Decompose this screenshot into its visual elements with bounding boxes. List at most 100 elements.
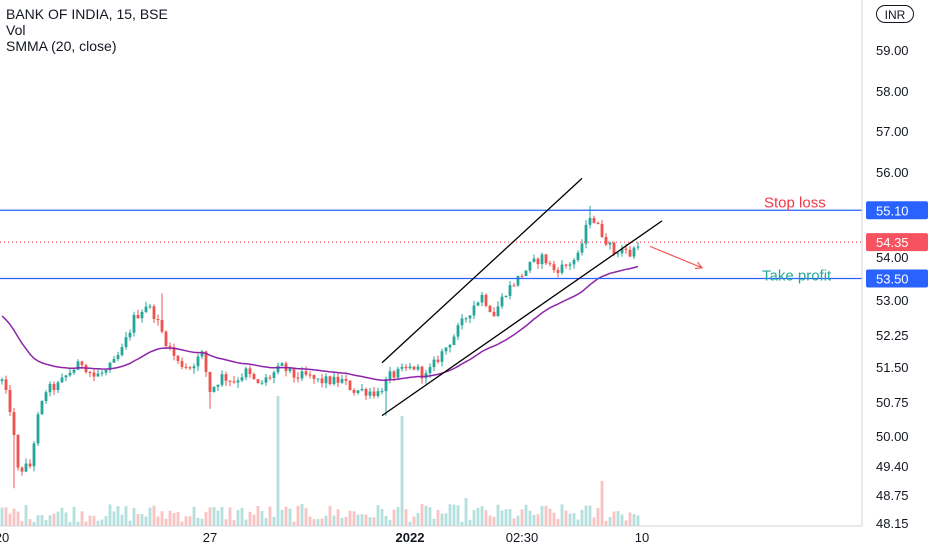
volume-bar	[456, 505, 460, 526]
volume-bar	[620, 514, 624, 526]
target-price-tag	[866, 269, 928, 288]
candle-body	[264, 377, 268, 383]
candle-body	[312, 374, 316, 379]
projection-arrow-head	[694, 261, 704, 270]
candle-body	[496, 306, 500, 317]
volume-bar	[500, 510, 504, 526]
candle-body	[484, 294, 488, 306]
candle-body	[212, 386, 216, 392]
candle-body	[524, 270, 528, 276]
smma-line	[1, 265, 639, 382]
smma-curve	[1, 265, 639, 382]
volume-bar	[612, 511, 616, 526]
volume-bar	[16, 511, 20, 526]
smma-indicator-label[interactable]: SMMA (20, close)	[6, 38, 117, 54]
target-price-tag-label: 53.50	[876, 272, 909, 287]
candle-body	[228, 380, 232, 382]
candle-body	[296, 377, 300, 379]
volume-bar	[484, 510, 488, 526]
volume-bar	[436, 509, 440, 526]
volume-bar	[4, 507, 8, 526]
volume-bar	[40, 515, 44, 526]
price-axis[interactable]: 59.00 58.00 57.00 56.00 54.00 53.00 52.25 51.50…	[861, 0, 909, 531]
volume-bar	[220, 506, 224, 526]
candle-body	[508, 285, 512, 297]
price-tick-label: 58.00	[876, 84, 909, 99]
candle-body	[288, 368, 292, 372]
candle-body	[24, 463, 28, 472]
volume-bar	[564, 510, 568, 526]
candle-body	[384, 378, 388, 392]
volume-bar	[600, 481, 604, 526]
candle-body	[548, 263, 552, 265]
volume-bar	[96, 520, 100, 526]
candle-body	[32, 443, 36, 467]
candle-body	[488, 305, 492, 312]
volume-bar	[420, 504, 424, 526]
candle-body	[456, 325, 460, 337]
time-axis[interactable]: 20 27 2022 02:30 10	[0, 525, 862, 545]
take-profit-label: Take profit	[762, 268, 832, 285]
volume-bar	[524, 504, 528, 526]
candle-body	[164, 331, 168, 347]
volume-bar	[156, 516, 160, 526]
volume-indicator-label[interactable]: Vol	[6, 22, 26, 38]
volume-bar	[308, 516, 312, 526]
volume-bar	[208, 507, 212, 526]
volume-bar	[372, 517, 376, 526]
candle-body	[208, 371, 212, 392]
volume-bar	[172, 513, 176, 526]
volume-bar	[120, 514, 124, 526]
volume-bar	[168, 510, 172, 526]
volume-bar	[340, 517, 344, 526]
candle-body	[404, 366, 408, 369]
candle-body	[156, 319, 160, 321]
candle-body	[576, 252, 580, 261]
candle-body	[428, 367, 432, 374]
candle-body	[596, 222, 600, 225]
candle-body	[468, 315, 472, 319]
volume-bar	[88, 515, 92, 526]
symbol-title[interactable]: BANK OF INDIA, 15, BSE	[6, 6, 168, 22]
volume-bar	[276, 396, 280, 526]
candle-body	[336, 376, 340, 383]
volume-bar	[404, 509, 408, 526]
volume-bar	[576, 519, 580, 526]
candle-body	[104, 369, 108, 373]
candle-body	[20, 467, 24, 472]
candle-body	[580, 243, 584, 253]
candle-body	[332, 376, 336, 385]
candle-body	[536, 258, 540, 265]
candle-body	[68, 372, 72, 376]
volume-bar	[132, 507, 136, 526]
level-tags: 55.10 54.35 53.50	[866, 201, 928, 288]
candle-body	[232, 381, 236, 383]
candle-body	[148, 306, 152, 308]
volume-bar	[152, 505, 156, 526]
volume-bar	[544, 505, 548, 526]
volume-bar	[216, 510, 220, 526]
stop-price-tag	[866, 201, 928, 220]
candles	[0, 206, 640, 489]
currency-button[interactable]: INR	[876, 5, 914, 23]
volume-bar	[180, 521, 184, 526]
candle-body	[628, 249, 632, 257]
volume-bar	[80, 511, 84, 526]
stop-price-tag-label: 55.10	[876, 203, 909, 218]
volume-bar	[320, 518, 324, 526]
candle-body	[240, 377, 244, 381]
candle-body	[448, 344, 452, 348]
candle-body	[116, 355, 120, 359]
candle-body	[176, 355, 180, 362]
candle-body	[600, 224, 604, 237]
volume-bar	[236, 510, 240, 526]
candle-body	[444, 347, 448, 352]
price-tick-label: 51.50	[876, 360, 909, 375]
candle-body	[412, 366, 416, 370]
candle-body	[520, 275, 524, 277]
candle-body	[144, 306, 148, 312]
candle-body	[152, 306, 156, 320]
price-tick-label: 53.00	[876, 293, 909, 308]
candle-body	[420, 366, 424, 379]
